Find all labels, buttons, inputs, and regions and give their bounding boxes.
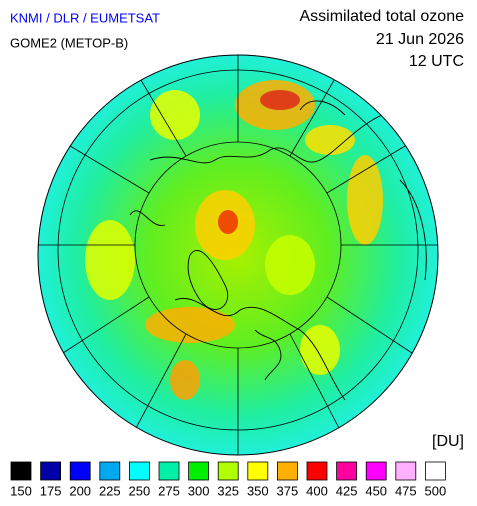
- instrument: GOME2 (METOP-B): [10, 35, 128, 50]
- source: KNMI / DLR / EUMETSAT: [10, 10, 160, 25]
- legend-label: 350: [247, 483, 269, 498]
- legend-swatch: [424, 461, 446, 481]
- map: [38, 55, 438, 455]
- legend-swatch: [99, 461, 121, 481]
- legend-swatch: [69, 461, 91, 481]
- legend-label: 450: [365, 483, 387, 498]
- legend-swatch: [188, 461, 210, 481]
- legend-label: 500: [425, 483, 447, 498]
- legend-swatch: [306, 461, 328, 481]
- legend-label: 325: [217, 483, 239, 498]
- legend-swatch: [336, 461, 358, 481]
- legend-label: 275: [158, 483, 180, 498]
- legend-label: 150: [10, 483, 32, 498]
- legend-label: 175: [40, 483, 62, 498]
- legend-swatch: [128, 461, 150, 481]
- legend-label: 425: [336, 483, 358, 498]
- legend-label: 250: [129, 483, 151, 498]
- map-border: [37, 54, 439, 456]
- legend-swatch: [217, 461, 239, 481]
- legend-swatch: [365, 461, 387, 481]
- legend-label: 200: [69, 483, 91, 498]
- coastlines: [129, 100, 427, 401]
- legend-swatch: [40, 461, 61, 481]
- legend-label: 300: [188, 483, 210, 498]
- legend-label: 225: [99, 483, 121, 498]
- graticule: [38, 55, 438, 455]
- legend-swatch: [395, 461, 417, 481]
- legend-label: 375: [277, 483, 299, 498]
- legend-swatch: [10, 461, 32, 481]
- legend-swatch: [247, 461, 269, 481]
- legend-label: 475: [395, 483, 417, 498]
- time: 12 UTC: [409, 53, 464, 70]
- ozone-highs: [85, 80, 383, 400]
- legend: 150 175 200 225 250 275 300 325 350 375 400 425 450 4…: [10, 461, 447, 498]
- date: 21 Jun 2026: [376, 31, 464, 48]
- legend-label: 400: [306, 483, 328, 498]
- unit: [DU]: [432, 433, 464, 450]
- title: Assimilated total ozone: [299, 8, 464, 25]
- legend-swatch: [158, 461, 180, 481]
- legend-swatch: [276, 461, 298, 481]
